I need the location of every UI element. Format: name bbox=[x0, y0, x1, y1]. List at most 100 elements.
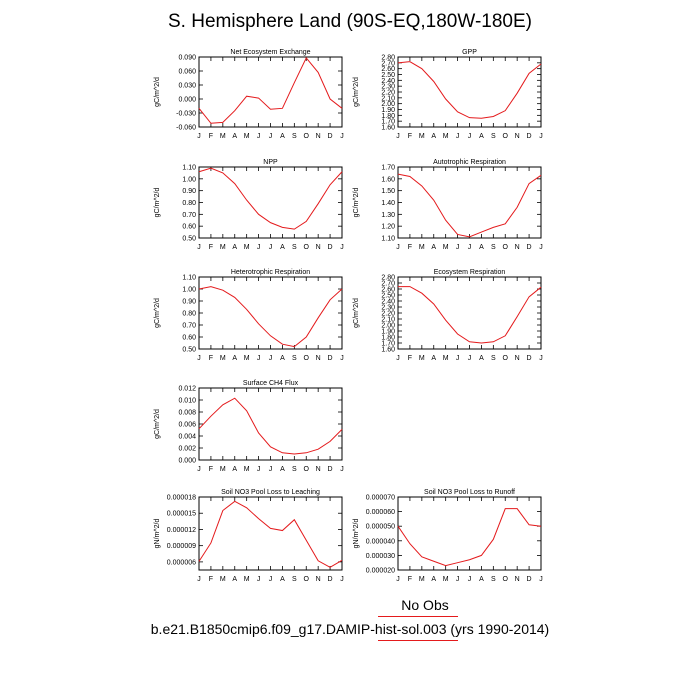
x-tick-label: J bbox=[197, 133, 201, 140]
x-tick-label: N bbox=[515, 355, 520, 362]
x-tick-label: J bbox=[257, 466, 261, 473]
x-tick-label: J bbox=[396, 244, 400, 251]
y-tick-label: 0.090 bbox=[178, 55, 196, 62]
x-tick-label: S bbox=[292, 355, 297, 362]
x-tick-label: N bbox=[515, 133, 520, 140]
x-tick-label: M bbox=[220, 576, 226, 583]
y-tick-label: 1.70 bbox=[381, 341, 395, 348]
plot-frame bbox=[397, 496, 542, 571]
y-tick-label: 0.90 bbox=[182, 299, 196, 306]
x-tick-label: S bbox=[292, 244, 297, 251]
y-tick-label: 2.50 bbox=[381, 72, 395, 79]
y-tick-label: 1.10 bbox=[182, 165, 196, 172]
x-tick-label: M bbox=[443, 133, 449, 140]
x-tick-label: A bbox=[232, 576, 237, 583]
x-tick-label: J bbox=[197, 466, 201, 473]
x-tick-label: A bbox=[232, 355, 237, 362]
panel-title: Heterotrophic Respiration bbox=[231, 269, 310, 276]
x-tick-label: J bbox=[340, 133, 344, 140]
x-tick-label: O bbox=[304, 133, 310, 140]
y-tick-label: 0.000020 bbox=[366, 568, 395, 575]
y-tick-label: 1.30 bbox=[381, 212, 395, 219]
x-tick-label: D bbox=[527, 133, 532, 140]
y-tick-label: 0.000 bbox=[178, 97, 196, 104]
legend-label: No Obs bbox=[401, 597, 449, 613]
y-axis-label: gC/m^2/d bbox=[353, 298, 360, 328]
x-tick-label: A bbox=[479, 244, 484, 251]
plot-frame bbox=[198, 496, 343, 571]
x-tick-label: N bbox=[316, 576, 321, 583]
y-tick-label: 2.60 bbox=[381, 287, 395, 294]
x-tick-label: M bbox=[244, 355, 250, 362]
x-tick-label: J bbox=[340, 466, 344, 473]
y-tick-label: 2.40 bbox=[381, 78, 395, 85]
x-tick-label: D bbox=[328, 244, 333, 251]
x-tick-label: N bbox=[316, 466, 321, 473]
plot-frame bbox=[198, 56, 343, 128]
plot-frame bbox=[198, 166, 343, 239]
x-tick-label: D bbox=[527, 244, 532, 251]
y-axis-label: gC/m^2/d bbox=[353, 188, 360, 218]
y-tick-label: 0.70 bbox=[182, 212, 196, 219]
y-tick-label: 0.000 bbox=[178, 458, 196, 465]
x-tick-label: M bbox=[443, 576, 449, 583]
y-tick-label: 0.60 bbox=[182, 224, 196, 231]
y-tick-label: 0.010 bbox=[178, 398, 196, 405]
x-tick-label: J bbox=[257, 244, 261, 251]
y-tick-label: 0.80 bbox=[182, 311, 196, 318]
y-tick-label: 2.20 bbox=[381, 90, 395, 97]
y-tick-label: 0.000018 bbox=[167, 495, 196, 502]
panel-title: Soil NO3 Pool Loss to Leaching bbox=[221, 489, 320, 496]
x-tick-label: A bbox=[431, 355, 436, 362]
x-tick-label: J bbox=[269, 133, 273, 140]
x-tick-label: A bbox=[232, 466, 237, 473]
x-tick-label: A bbox=[431, 133, 436, 140]
x-tick-label: M bbox=[443, 355, 449, 362]
x-tick-label: A bbox=[280, 133, 285, 140]
x-tick-label: J bbox=[468, 355, 472, 362]
x-tick-label: J bbox=[396, 133, 400, 140]
y-tick-label: 1.90 bbox=[381, 329, 395, 336]
x-tick-label: J bbox=[539, 576, 543, 583]
y-tick-label: 0.004 bbox=[178, 434, 196, 441]
x-tick-label: M bbox=[244, 244, 250, 251]
y-tick-label: 0.000050 bbox=[366, 524, 395, 531]
y-tick-label: 0.000015 bbox=[167, 511, 196, 518]
x-tick-label: M bbox=[220, 355, 226, 362]
x-tick-label: M bbox=[220, 466, 226, 473]
y-tick-label: 1.60 bbox=[381, 176, 395, 183]
x-tick-label: S bbox=[292, 466, 297, 473]
panel-title: Ecosystem Respiration bbox=[434, 269, 506, 276]
series-line bbox=[198, 286, 343, 348]
series-line bbox=[397, 173, 542, 238]
y-tick-label: 1.10 bbox=[381, 236, 395, 243]
y-tick-label: 2.60 bbox=[381, 66, 395, 73]
x-tick-label: J bbox=[257, 355, 261, 362]
y-tick-label: 2.40 bbox=[381, 299, 395, 306]
y-axis-label: gN/m^2/d bbox=[154, 519, 161, 549]
y-tick-label: 0.006 bbox=[178, 422, 196, 429]
y-tick-label: 1.80 bbox=[381, 113, 395, 120]
y-tick-label: 1.70 bbox=[381, 119, 395, 126]
x-tick-label: J bbox=[468, 133, 472, 140]
x-tick-label: F bbox=[408, 576, 412, 583]
x-tick-label: O bbox=[503, 355, 509, 362]
series-line bbox=[398, 286, 542, 344]
y-axis-label: gC/m^2/d bbox=[154, 298, 161, 328]
x-tick-label: A bbox=[479, 355, 484, 362]
x-tick-label: O bbox=[304, 355, 310, 362]
x-tick-label: F bbox=[209, 576, 213, 583]
y-tick-label: 2.30 bbox=[381, 305, 395, 312]
x-tick-label: A bbox=[280, 576, 285, 583]
x-tick-label: M bbox=[244, 576, 250, 583]
y-tick-label: 0.060 bbox=[178, 69, 196, 76]
y-tick-label: 2.80 bbox=[381, 55, 395, 62]
x-tick-label: J bbox=[269, 466, 273, 473]
x-tick-label: J bbox=[340, 355, 344, 362]
y-tick-label: 2.00 bbox=[381, 101, 395, 108]
x-tick-label: F bbox=[408, 355, 412, 362]
